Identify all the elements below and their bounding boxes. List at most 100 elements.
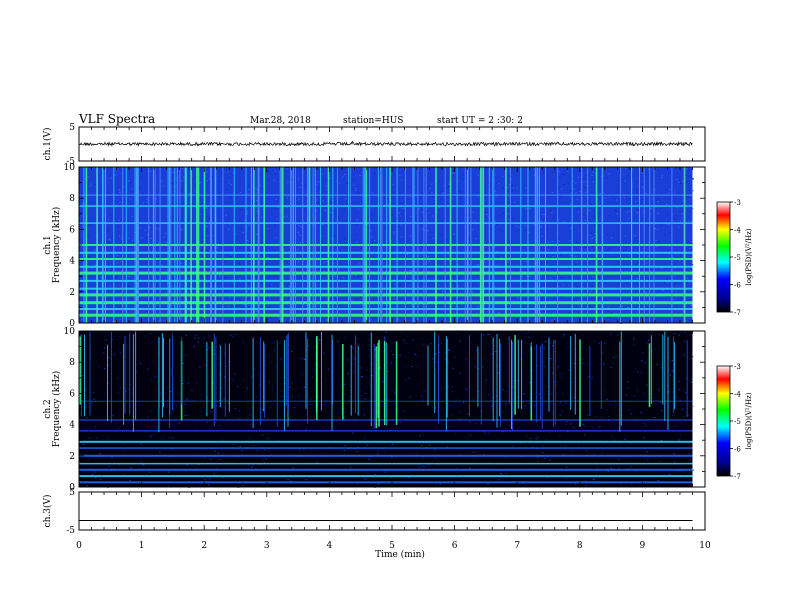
sferic-line bbox=[263, 167, 265, 323]
sferic-line bbox=[211, 167, 212, 323]
sferic-line bbox=[456, 167, 458, 323]
sferic-line bbox=[541, 343, 543, 430]
sferic-line bbox=[469, 335, 470, 417]
colorbar-tick-label: -3 bbox=[734, 199, 741, 207]
sferic-line bbox=[534, 167, 536, 323]
ch1-colorbar: -3 -4 -5 -6 -7 log(PSD)(V²/Hz) bbox=[716, 199, 753, 317]
y-tick-label: 0 bbox=[69, 319, 75, 329]
sferic-line bbox=[169, 338, 171, 428]
sferic-line bbox=[342, 344, 344, 420]
spectral-band bbox=[79, 308, 693, 310]
spectral-band bbox=[79, 244, 693, 246]
sferic-line bbox=[161, 333, 163, 418]
sferic-line bbox=[181, 337, 183, 405]
sferic-line bbox=[445, 336, 447, 431]
colorbar-tick-label: -4 bbox=[734, 227, 741, 235]
y-tick-label: 8 bbox=[69, 358, 75, 368]
sferic-line bbox=[332, 167, 334, 323]
sferic-line bbox=[643, 167, 645, 323]
sferic-line bbox=[132, 334, 134, 432]
spectral-band bbox=[79, 430, 693, 432]
x-tick-label: 10 bbox=[699, 541, 711, 551]
sferic-line bbox=[312, 167, 314, 323]
sferic-line bbox=[89, 331, 91, 416]
sferic-line bbox=[84, 334, 85, 417]
sferic-line bbox=[211, 341, 213, 409]
sferic-line bbox=[283, 339, 285, 431]
y-tick-label: 10 bbox=[64, 163, 76, 173]
sferic-line bbox=[215, 167, 217, 323]
sferic-line bbox=[250, 167, 252, 323]
sferic-line bbox=[499, 343, 501, 427]
date-label: Mar.28, 2018 bbox=[250, 116, 311, 126]
sferic-line bbox=[169, 167, 170, 323]
sferic-line bbox=[505, 167, 507, 323]
sferic-line bbox=[152, 167, 154, 323]
sferic-line bbox=[482, 167, 485, 323]
sferic-line bbox=[305, 332, 307, 409]
sferic-line bbox=[302, 167, 304, 323]
x-tick-label: 0 bbox=[76, 541, 82, 551]
sferic-line bbox=[648, 343, 651, 408]
sferic-line bbox=[215, 337, 217, 421]
sferic-line bbox=[672, 336, 674, 414]
sferic-line bbox=[683, 167, 686, 323]
sferic-line bbox=[174, 167, 176, 323]
spectral-band bbox=[79, 462, 693, 465]
sferic-line bbox=[291, 167, 293, 323]
sferic-line bbox=[601, 167, 603, 323]
sferic-line bbox=[185, 167, 187, 323]
x-tick-label: 2 bbox=[201, 541, 207, 551]
sferic-line bbox=[365, 167, 367, 323]
sferic-line bbox=[154, 167, 156, 323]
sferic-line bbox=[252, 337, 254, 428]
sferic-line bbox=[170, 167, 172, 323]
spectral-band bbox=[79, 293, 693, 297]
sferic-line bbox=[480, 333, 482, 425]
sferic-line bbox=[206, 341, 208, 417]
sferic-line bbox=[196, 167, 198, 323]
spectral-band bbox=[79, 440, 693, 443]
sferic-line bbox=[466, 167, 468, 323]
sferic-line bbox=[308, 167, 310, 323]
sferic-line bbox=[520, 167, 522, 323]
figure-title: VLF Spectra bbox=[78, 112, 155, 126]
sferic-line bbox=[148, 167, 150, 323]
sferic-line bbox=[425, 167, 427, 323]
start-time-label: start UT = 2 :30: 2 bbox=[437, 116, 523, 126]
sferic-line bbox=[434, 331, 436, 413]
sferic-line bbox=[203, 167, 206, 323]
sferic-line bbox=[332, 340, 334, 405]
sferic-line bbox=[386, 342, 388, 426]
sferic-line bbox=[348, 167, 350, 323]
sferic-line bbox=[488, 167, 490, 323]
sferic-line bbox=[96, 167, 98, 323]
sferic-line bbox=[389, 167, 391, 323]
sferic-line bbox=[105, 167, 106, 323]
sferic-line bbox=[653, 167, 655, 323]
sferic-line bbox=[639, 167, 640, 323]
sferic-line bbox=[179, 167, 181, 323]
y-axis-label: ch.1(V) bbox=[42, 128, 53, 161]
sferic-line bbox=[257, 167, 259, 323]
sferic-line bbox=[373, 343, 375, 429]
y-axis-label: Frequency (kHz) bbox=[51, 371, 62, 448]
sferic-line bbox=[306, 338, 308, 424]
sferic-line bbox=[280, 167, 282, 323]
sferic-line bbox=[129, 332, 131, 415]
colorbar-label: log(PSD)(V²/Hz) bbox=[745, 228, 753, 285]
sferic-line bbox=[479, 167, 482, 323]
sferic-line bbox=[545, 167, 546, 323]
sferic-line bbox=[197, 167, 200, 323]
ch2-spectrogram-panel: 0 2 4 6 8 10 ch.2 Frequency (kHz) bbox=[43, 327, 706, 493]
spectral-band bbox=[79, 194, 693, 196]
sferic-line bbox=[336, 167, 338, 323]
sferic-line bbox=[492, 167, 494, 323]
sferic-line bbox=[380, 167, 382, 323]
sferic-line bbox=[435, 167, 437, 323]
ch1-spectrogram-panel: 0 2 4 6 8 10 ch.1 Frequency (kHz) bbox=[43, 163, 706, 329]
x-tick-label: 3 bbox=[264, 541, 270, 551]
waveform-trace bbox=[78, 140, 693, 147]
colorbar-label: log(PSD)(V²/Hz) bbox=[745, 392, 753, 449]
sferic-line bbox=[287, 332, 289, 412]
